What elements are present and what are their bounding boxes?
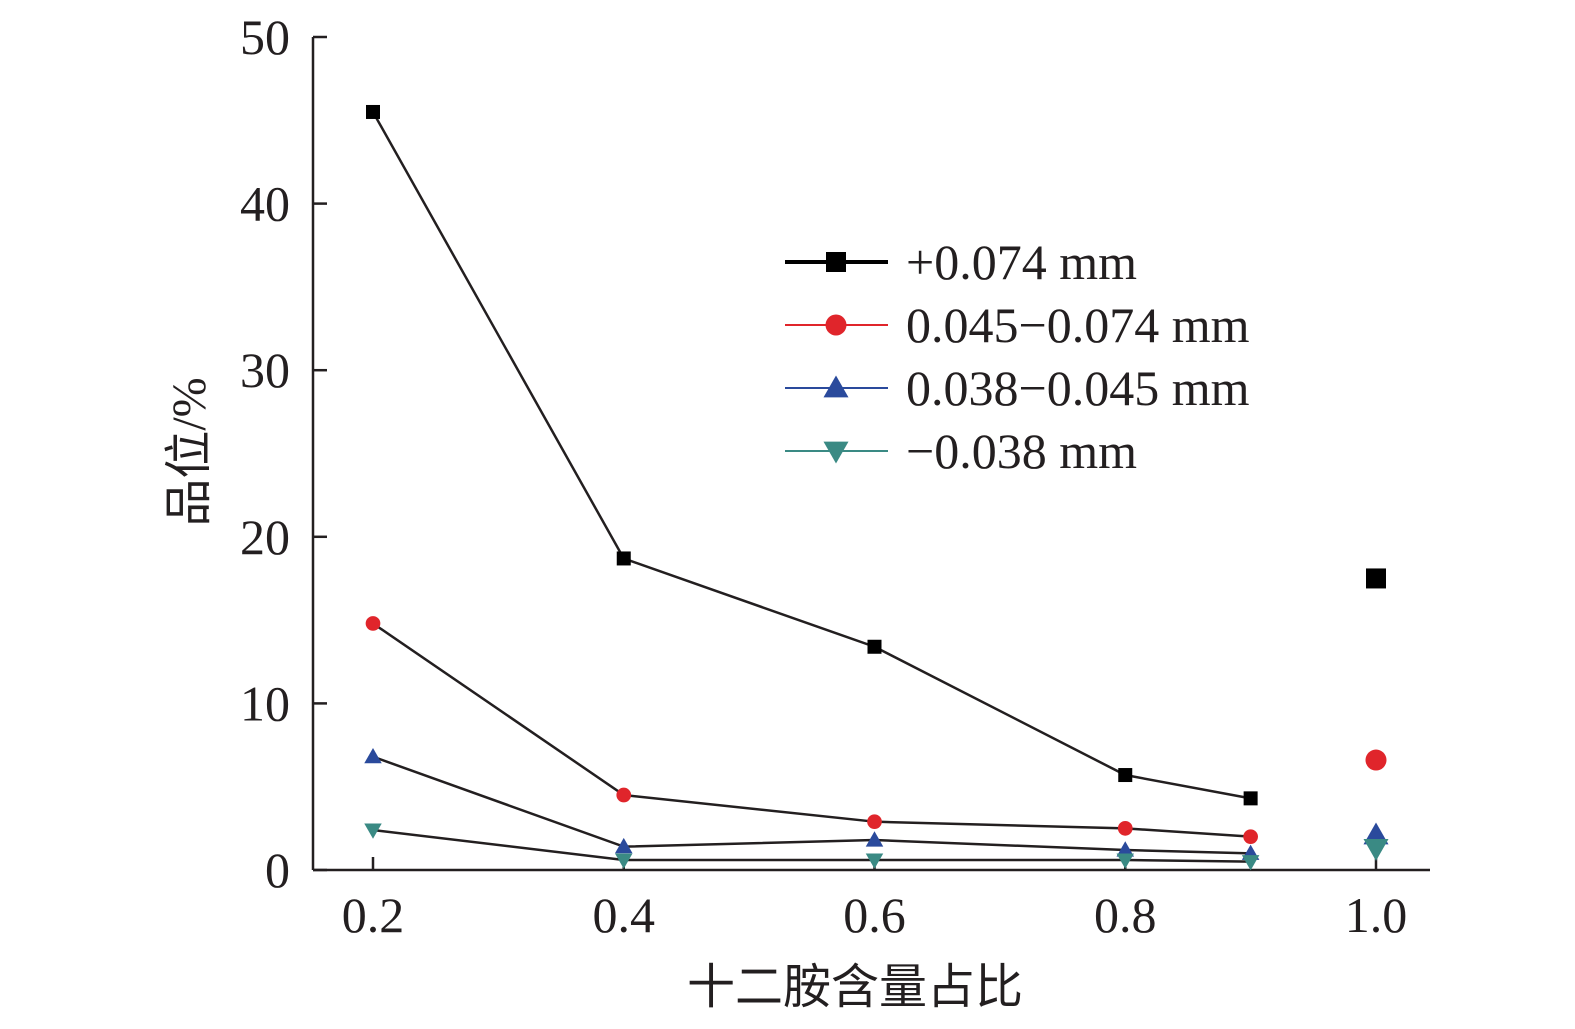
data-point [1116, 853, 1134, 869]
series-layer [364, 104, 1389, 871]
data-point-extra [1366, 568, 1386, 589]
y-tick-label: 50 [240, 9, 290, 65]
data-point [1117, 821, 1133, 836]
legend: +0.074 mm 0.045−0.074 mm 0.038−0.045 mm −0.… [785, 234, 1250, 479]
y-tick-label: 10 [240, 675, 290, 731]
legend-swatch-marker [826, 252, 846, 272]
x-ticks: 0.2 0.4 0.6 0.8 1.0 [342, 857, 1408, 943]
legend-label: 0.038−0.045 mm [906, 360, 1250, 416]
legend-label: −0.038 mm [906, 423, 1137, 479]
x-tick-label: 0.6 [843, 887, 906, 943]
legend-label: 0.045−0.074 mm [906, 297, 1250, 353]
legend-swatch-marker [823, 441, 849, 464]
data-point [366, 104, 380, 119]
data-point [1116, 841, 1134, 857]
x-axis-title: 十二胺含量占比 [687, 961, 1023, 1014]
data-point [615, 853, 633, 869]
data-point [867, 814, 882, 830]
y-tick-label: 40 [240, 176, 290, 232]
data-point [865, 831, 884, 847]
data-point [1118, 768, 1133, 783]
legend-swatch-marker [825, 314, 847, 336]
data-point [364, 747, 382, 764]
data-point [867, 639, 882, 654]
x-tick-label: 0.8 [1094, 887, 1157, 943]
y-ticks: 0 10 20 30 40 50 [240, 9, 327, 898]
data-point [865, 853, 884, 869]
series-1 [365, 616, 1387, 845]
x-tick-label: 1.0 [1345, 887, 1408, 943]
data-point-extra [1365, 749, 1387, 771]
axes [311, 37, 1430, 872]
y-axis-title: 品位/% [163, 377, 216, 526]
series-2 [364, 747, 1389, 860]
data-point-extra [1363, 838, 1389, 861]
data-point [1243, 791, 1258, 806]
data-point [615, 837, 633, 854]
data-point [364, 823, 382, 839]
y-tick-label: 20 [240, 509, 290, 565]
y-tick-label: 30 [240, 342, 290, 398]
data-point-extra [1363, 822, 1389, 845]
legend-label: +0.074 mm [906, 234, 1137, 290]
data-point [616, 787, 632, 803]
series-3 [364, 823, 1389, 871]
x-tick-label: 0.2 [342, 887, 405, 943]
data-point [616, 551, 631, 566]
data-point [1243, 829, 1258, 845]
y-tick-label: 0 [265, 842, 290, 898]
x-tick-label: 0.4 [593, 887, 656, 943]
data-point [365, 616, 381, 631]
series-0 [366, 104, 1386, 806]
data-point [1241, 855, 1260, 871]
legend-swatch-marker [823, 375, 849, 398]
